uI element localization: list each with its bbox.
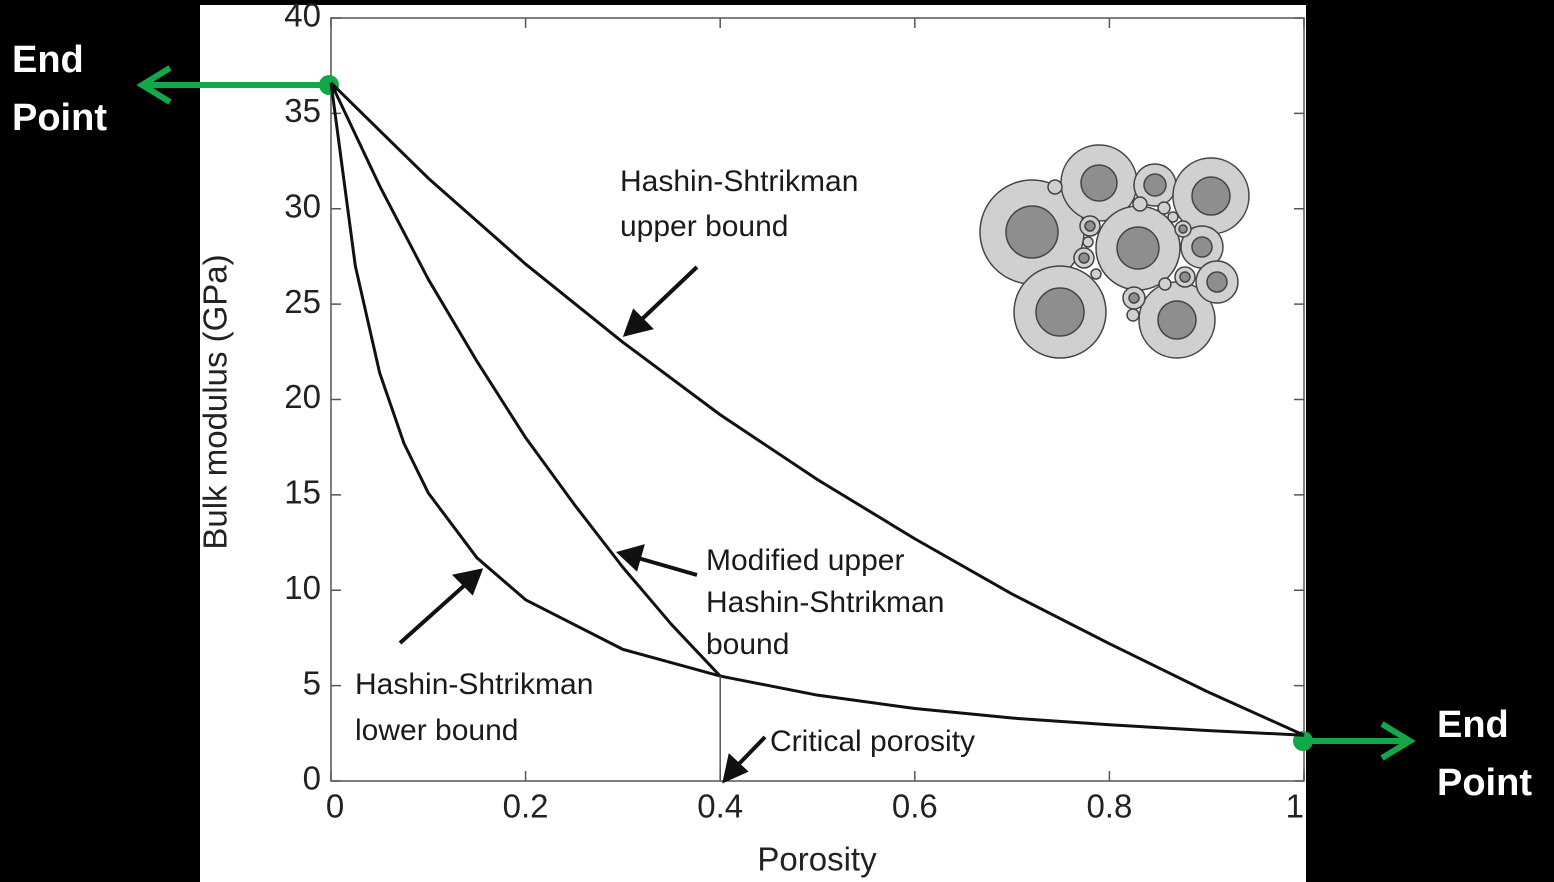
x-tick-label: 1	[1286, 788, 1304, 825]
end-point-label: End	[1437, 704, 1509, 746]
annotation: lower bound	[355, 714, 518, 747]
annotation: Critical porosity	[770, 725, 975, 758]
annotation: upper bound	[620, 210, 789, 243]
x-axis-label: Porosity	[757, 841, 877, 878]
y-tick-label: 35	[284, 92, 321, 129]
x-tick-label: 0.4	[697, 788, 743, 825]
annotation: bound	[706, 628, 789, 661]
curve	[329, 82, 722, 678]
panel	[200, 5, 1306, 882]
y-tick-label: 25	[284, 283, 321, 320]
y-tick-label: 40	[284, 0, 321, 34]
annotation: Hashin-Shtrikman	[620, 165, 858, 198]
annotation: Modified upper	[706, 544, 904, 577]
y-tick-label: 5	[303, 664, 321, 701]
y-tick-label: 15	[284, 474, 321, 511]
y-tick-label: 10	[284, 569, 321, 606]
x-tick-label: 0.2	[503, 788, 549, 825]
end-point-label: End	[12, 39, 84, 81]
annotation: Hashin-Shtrikman	[706, 586, 944, 619]
annotation-arrows	[398, 265, 767, 784]
y-tick-label: 30	[284, 187, 321, 224]
curve	[329, 81, 1305, 737]
grain-illustration	[979, 144, 1250, 359]
y-tick-label: 20	[284, 378, 321, 415]
y-tick-label: 0	[303, 760, 321, 797]
end-point-label: Point	[1437, 762, 1532, 804]
curve	[329, 82, 1305, 737]
x-tick-label: 0.6	[892, 788, 938, 825]
y-axis-label: Bulk modulus (GPa)	[197, 254, 234, 549]
x-tick-label: 0	[326, 788, 344, 825]
end-point-label: Point	[12, 97, 107, 139]
annotation: Hashin-Shtrikman	[355, 668, 593, 701]
x-tick-label: 0.8	[1086, 788, 1132, 825]
end-point-markers	[136, 65, 1416, 761]
